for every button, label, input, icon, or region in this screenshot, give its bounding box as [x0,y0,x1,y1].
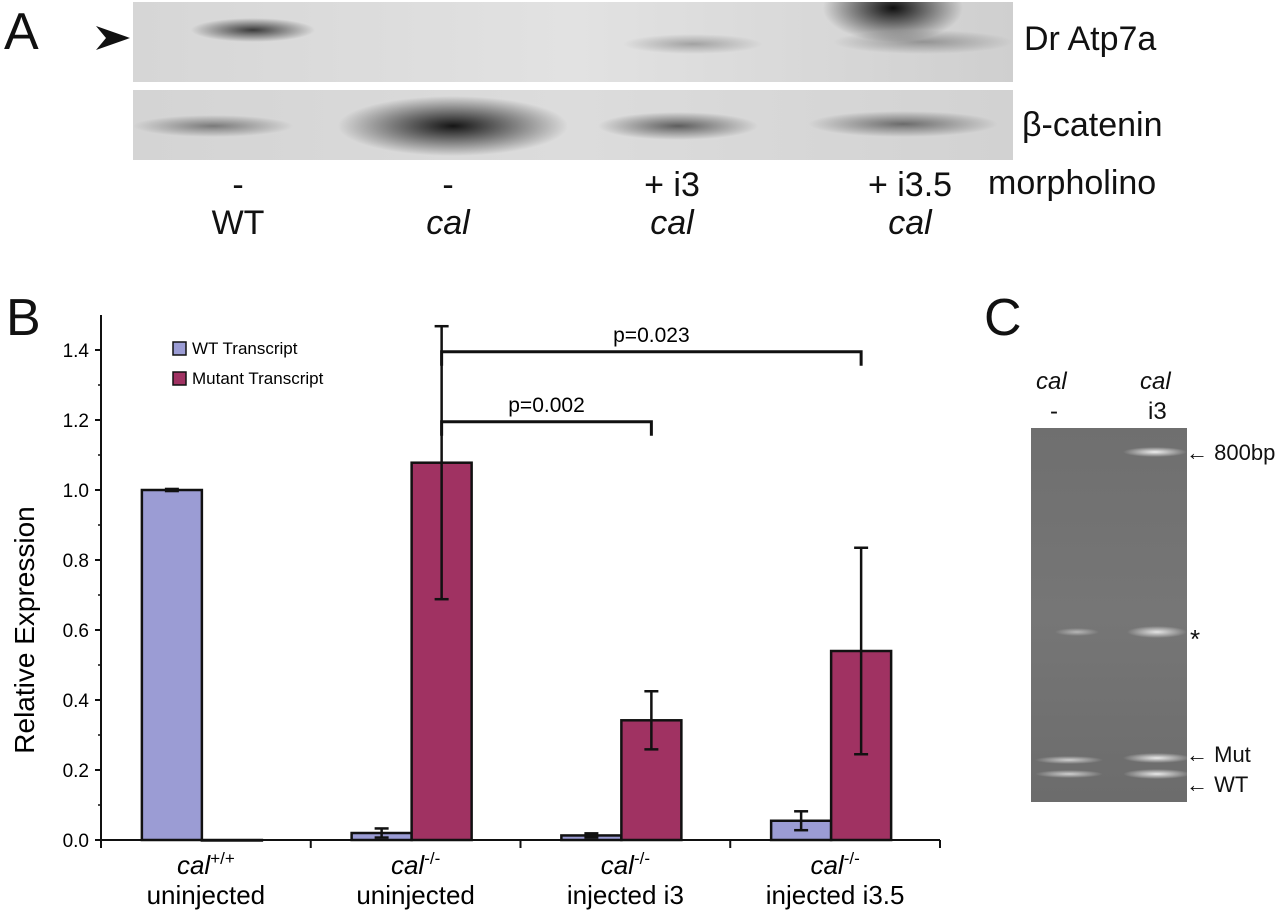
marker-800bp-label: 800bp [1214,440,1276,465]
lane-3-genotype: cal [650,204,694,242]
panel-b-label: B [6,289,41,347]
lane-3-morpholino: + i3 [644,166,700,204]
p-value-label: p=0.002 [508,394,585,417]
category-condition-label: injected i3.5 [766,880,905,910]
category-condition-label: injected i3 [567,880,684,910]
mutant-bar [200,838,264,842]
lane-1-morpholino: - [232,166,244,204]
category-genotype-label: cal-/- [601,849,650,880]
beta-catenin-label: β-catenin [1022,106,1163,144]
category-genotype-label: cal+/+ [177,849,235,880]
category-condition-label: uninjected [356,880,475,910]
significance-bracket [440,350,863,366]
lane-2-label: - cal [338,166,558,242]
gel-lane-1-treatment: - [1050,398,1058,425]
lane-4-label: + i3.5 cal [800,166,1020,242]
y-tick-label: 1.4 [63,341,90,362]
y-tick-label: 0.8 [63,551,89,572]
legend-wt-label: WT Transcript [192,339,298,358]
band-arrowhead-icon [96,26,130,50]
y-tick-label: 0.6 [63,621,89,642]
panel-c-label: C [984,289,1022,347]
expression-bar-chart: 0.0 0.2 0.4 0.6 0.8 1.0 1.2 1.4 Relative Express… [9,315,941,910]
lane-1-label: - WT [128,166,348,242]
y-tick-label: 1.2 [63,411,89,432]
category-genotype-label: cal-/- [810,849,859,880]
lane-3-label: + i3 cal [562,166,782,242]
atp7a-label: Dr Atp7a [1024,20,1157,58]
agarose-gel [1031,428,1187,802]
y-tick-label: 0.2 [63,761,89,782]
panel-a-label: A [4,3,39,61]
lane-1-genotype: WT [211,204,265,242]
marker-nonspecific: * [1190,624,1201,654]
significance-bracket [440,420,653,436]
marker-wt-label: WT [1214,772,1249,797]
category-genotype-label: cal-/- [391,849,440,880]
legend-wt-swatch [172,341,187,356]
gel-lane-1-genotype: cal [1036,368,1067,395]
lane-4-genotype: cal [888,204,932,242]
lane-4-morpholino: + i3.5 [867,166,953,204]
marker-800bp: ← 800bp [1186,440,1276,465]
lane-2-genotype: cal [426,204,470,242]
gel-lane-2-treatment: i3 [1148,398,1167,425]
p-value-label: p=0.023 [613,324,690,347]
gel-lane-2-genotype: cal [1140,368,1171,395]
marker-mut: ← Mut [1186,742,1251,767]
wt-bar [140,488,204,842]
marker-mut-label: Mut [1214,742,1251,767]
morpholino-label: morpholino [988,164,1157,202]
atp7a-blot [133,2,1013,82]
y-axis-label: Relative Expression [9,506,40,753]
y-tick-label: 0.4 [63,691,90,712]
y-tick-label: 1.0 [63,481,89,502]
category-condition-label: uninjected [147,880,266,910]
legend-mutant-label: Mutant Transcript [192,369,324,388]
marker-wt: ← WT [1186,772,1249,797]
y-tick-label: 0.0 [63,831,89,852]
legend-mutant-swatch [172,371,187,386]
beta-catenin-blot [133,90,1013,160]
lane-2-morpholino: - [442,166,454,204]
